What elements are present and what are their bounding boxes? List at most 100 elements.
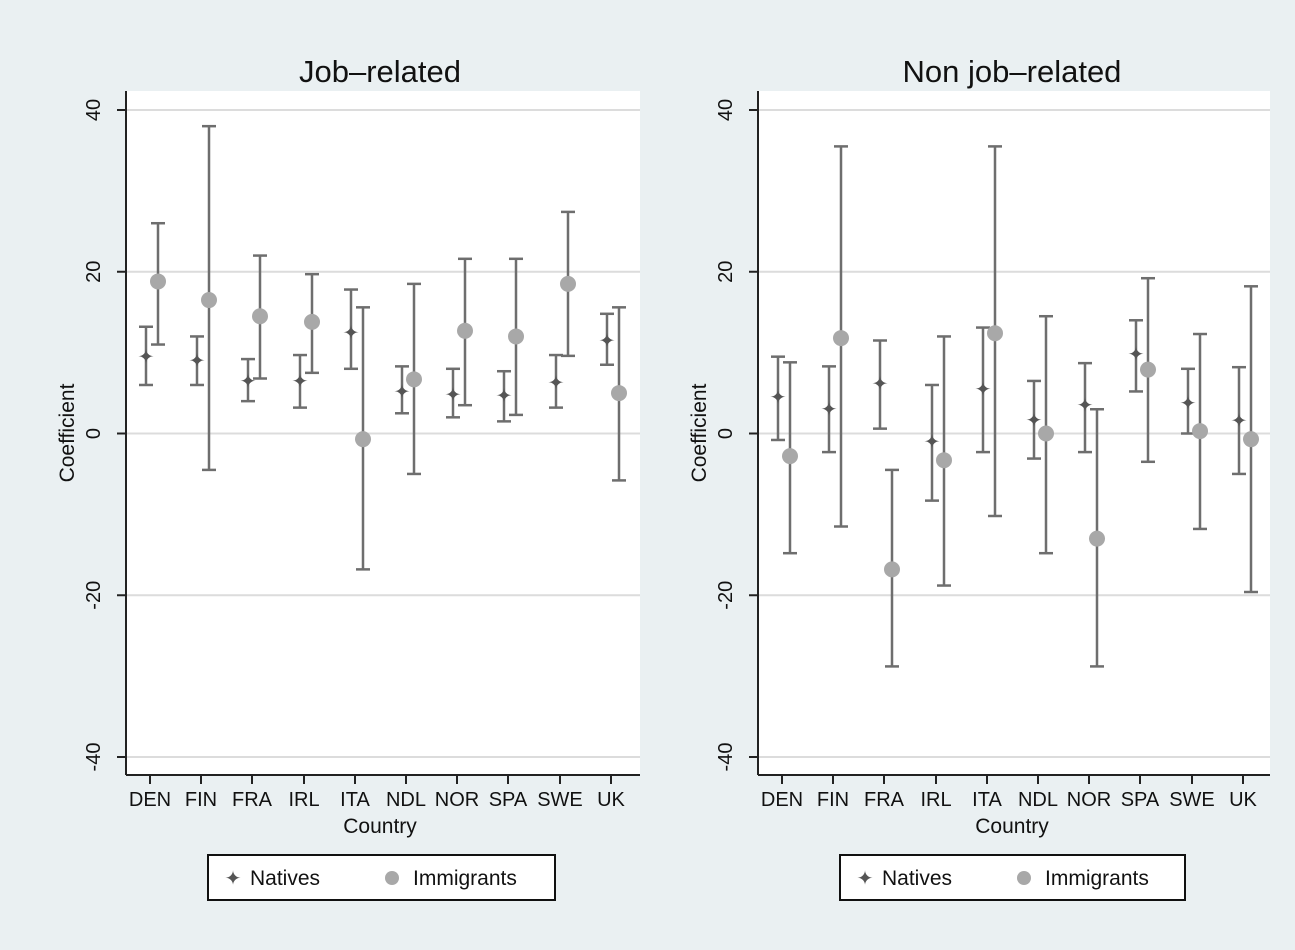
x-axis-label: Country xyxy=(975,815,1049,838)
point-natives-fra: ✦ xyxy=(872,373,889,395)
chart-title: Non job–related xyxy=(903,54,1122,89)
x-tick-label: FRA xyxy=(864,789,905,811)
x-tick-label: SWE xyxy=(1169,789,1215,811)
point-natives-spa: ✦ xyxy=(496,385,513,407)
errorbar-natives-ndl xyxy=(1027,379,1041,460)
x-tick-label: NOR xyxy=(435,789,479,811)
legend-marker-immigrants xyxy=(385,871,399,885)
point-natives-spa: ✦ xyxy=(1128,344,1145,366)
point-natives-den: ✦ xyxy=(138,347,155,369)
point-immigrants-fra xyxy=(884,561,900,578)
errorbar-natives-spa xyxy=(497,369,511,423)
legend-marker-natives: ✦ xyxy=(857,868,874,890)
x-tick-label: NDL xyxy=(386,789,426,811)
point-immigrants-ndl xyxy=(1038,425,1054,442)
point-immigrants-den xyxy=(782,448,798,465)
point-natives-uk: ✦ xyxy=(599,330,616,352)
x-tick-label: NOR xyxy=(1067,789,1111,811)
chart-panel-non-job-related: Non job–related -40 -20 0 20 40 DEN FIN FRA IRL I… xyxy=(688,54,1270,901)
errorbar-natives-swe xyxy=(549,353,563,409)
point-immigrants-fra xyxy=(252,308,268,325)
errorbar-natives-nor xyxy=(1078,361,1092,454)
x-axis-label: Country xyxy=(343,815,417,838)
legend-label-natives: Natives xyxy=(250,867,320,890)
point-immigrants-ita xyxy=(987,325,1003,342)
point-immigrants-uk xyxy=(611,385,627,402)
point-natives-ita: ✦ xyxy=(343,322,360,344)
errorbar-natives-uk xyxy=(1232,365,1246,476)
point-natives-swe: ✦ xyxy=(1180,393,1197,415)
point-immigrants-swe xyxy=(1192,423,1208,440)
x-tick-label: UK xyxy=(1229,789,1257,811)
x-tick-label: SPA xyxy=(489,789,528,811)
legend-label-immigrants: Immigrants xyxy=(1045,867,1149,890)
errorbar-natives-ndl xyxy=(395,365,409,415)
point-immigrants-den xyxy=(150,273,166,290)
x-tick-label: NDL xyxy=(1018,789,1058,811)
point-immigrants-uk xyxy=(1243,431,1259,448)
point-natives-den: ✦ xyxy=(770,387,787,409)
point-immigrants-spa xyxy=(508,328,524,345)
point-natives-nor: ✦ xyxy=(445,385,462,407)
y-tick-label: 0 xyxy=(83,428,105,439)
point-natives-fra: ✦ xyxy=(240,371,257,393)
legend: ✦ Natives Immigrants xyxy=(207,854,556,901)
point-immigrants-fin xyxy=(833,330,849,347)
x-tick-label: FRA xyxy=(232,789,273,811)
chart-title: Job–related xyxy=(299,54,461,89)
y-tick-label: -20 xyxy=(83,581,105,610)
point-immigrants-nor xyxy=(1089,530,1105,547)
chart-panel-job-related: Job–related -40 -20 0 20 40 DEN FIN FRA IRL ITA ND… xyxy=(56,54,640,901)
x-tick-label: SPA xyxy=(1121,789,1160,811)
y-axis-label: Coefficient xyxy=(688,383,711,482)
point-immigrants-irl xyxy=(936,452,952,469)
point-immigrants-swe xyxy=(560,275,576,292)
legend-marker-immigrants xyxy=(1017,871,1031,885)
y-tick-label: 20 xyxy=(715,261,737,283)
point-immigrants-ndl xyxy=(406,371,422,388)
errorbar-natives-fra xyxy=(241,357,255,403)
point-immigrants-fin xyxy=(201,292,217,309)
legend-label-natives: Natives xyxy=(882,867,952,890)
x-tick-label: ITA xyxy=(340,789,370,811)
legend: ✦ Natives Immigrants xyxy=(839,854,1186,901)
x-tick-label: FIN xyxy=(185,789,217,811)
point-natives-swe: ✦ xyxy=(548,373,565,395)
errorbar-natives-ita xyxy=(976,326,990,454)
x-tick-label: UK xyxy=(597,789,625,811)
point-natives-fin: ✦ xyxy=(189,351,206,373)
point-immigrants-irl xyxy=(304,313,320,330)
errorbar-natives-den xyxy=(139,325,153,387)
legend-marker-natives: ✦ xyxy=(225,868,242,890)
x-tick-label: IRL xyxy=(288,789,319,811)
x-tick-label: IRL xyxy=(920,789,951,811)
legend-label-immigrants: Immigrants xyxy=(413,867,517,890)
x-tick-label: SWE xyxy=(537,789,583,811)
point-natives-irl: ✦ xyxy=(292,371,309,393)
errorbar-natives-nor xyxy=(446,367,460,419)
errorbar-natives-ita xyxy=(344,288,358,371)
errorbar-natives-fin xyxy=(190,335,204,387)
y-axis-label: Coefficient xyxy=(56,383,79,482)
errorbar-natives-den xyxy=(771,355,785,442)
errorbar-natives-fra xyxy=(873,339,887,430)
y-tick-label: -40 xyxy=(83,743,105,772)
x-tick-label: FIN xyxy=(817,789,849,811)
point-immigrants-nor xyxy=(457,322,473,339)
x-tick-label: ITA xyxy=(972,789,1002,811)
y-tick-label: 40 xyxy=(715,99,737,121)
point-natives-fin: ✦ xyxy=(821,399,838,421)
point-natives-uk: ✦ xyxy=(1231,411,1248,433)
x-tick-label: DEN xyxy=(761,789,803,811)
errorbar-natives-fin xyxy=(822,365,836,454)
errorbar-natives-irl xyxy=(293,353,307,409)
y-tick-label: 40 xyxy=(83,99,105,121)
point-immigrants-spa xyxy=(1140,361,1156,378)
y-tick-label: -40 xyxy=(715,743,737,772)
point-immigrants-ita xyxy=(355,431,371,448)
y-tick-label: 20 xyxy=(83,261,105,283)
point-natives-nor: ✦ xyxy=(1077,395,1094,417)
errorbar-natives-uk xyxy=(600,312,614,367)
y-tick-label: -20 xyxy=(715,581,737,610)
